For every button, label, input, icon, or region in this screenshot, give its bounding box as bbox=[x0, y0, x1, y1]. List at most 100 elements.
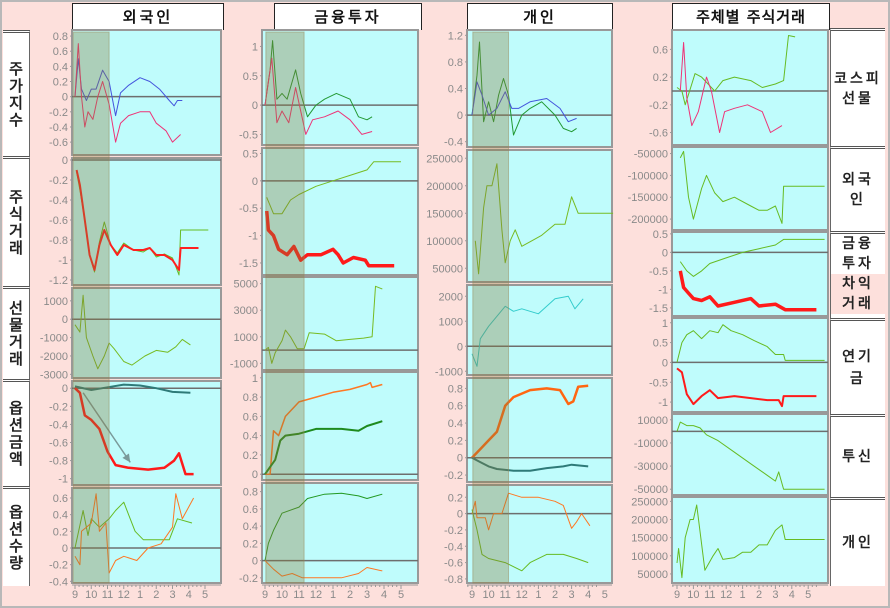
y-tick-label: -0.2 bbox=[49, 560, 68, 572]
x-tick-label: 2 bbox=[552, 589, 558, 601]
y-tick-label: -150000 bbox=[628, 192, 668, 204]
y-tick-label: 0.2 bbox=[448, 435, 463, 447]
series-line bbox=[676, 367, 817, 408]
x-tick-label: 2 bbox=[153, 589, 159, 601]
y-tick-label: 1 bbox=[252, 373, 258, 385]
series-line bbox=[264, 57, 373, 135]
row-label-option-quantity: 옵션수량 bbox=[3, 486, 30, 586]
y-tick-label: -0.6 bbox=[49, 437, 68, 449]
x-tick-label: 4 bbox=[585, 589, 591, 601]
y-tick-label: 0.4 bbox=[448, 418, 463, 430]
y-tick-label: 0.8 bbox=[243, 392, 258, 404]
y-tick-label: -50000 bbox=[634, 149, 668, 161]
row-label-text: 옵션금액 bbox=[6, 400, 25, 468]
row-label-stock-trading: 주식거래 bbox=[3, 156, 30, 286]
y-tick-label: 0.8 bbox=[448, 383, 463, 395]
y-tick-label: 0 bbox=[62, 383, 68, 395]
y-tick-label: -0.4 bbox=[444, 541, 463, 553]
y-tick-label: 50000 bbox=[637, 569, 668, 581]
plot-area bbox=[71, 29, 222, 156]
y-tick-label: -0.2 bbox=[239, 573, 258, 585]
y-tick-label: 150000 bbox=[631, 533, 668, 545]
y-tick-label: -0.2 bbox=[444, 470, 463, 482]
x-tick-label: 2 bbox=[756, 589, 762, 601]
y-tick-label: -1 bbox=[658, 284, 668, 296]
plot-area bbox=[261, 29, 419, 146]
right-label-line: 코스피 bbox=[834, 70, 882, 87]
y-tick-label: 0 bbox=[457, 110, 463, 122]
y-tick-label: -0.5 bbox=[239, 129, 258, 141]
row-label-option-amount: 옵션금액 bbox=[3, 379, 30, 486]
y-tick-label: 0.2 bbox=[653, 72, 668, 84]
y-tick-label: 0.8 bbox=[53, 31, 68, 43]
y-tick-label: 0.8 bbox=[243, 487, 258, 499]
y-tick-label: 0 bbox=[62, 155, 68, 167]
row-label-stock-index: 주가지수 bbox=[3, 30, 30, 156]
y-tick-label: 0.8 bbox=[448, 57, 463, 69]
x-tick-label: 12 bbox=[720, 589, 732, 601]
series-line bbox=[679, 238, 825, 277]
plot-area bbox=[71, 287, 222, 379]
y-tick-label: -0.6 bbox=[49, 137, 68, 149]
right-label-line: 금융 bbox=[842, 236, 874, 252]
highlight-period bbox=[472, 31, 510, 584]
plot-area bbox=[466, 284, 613, 376]
y-tick-label: -0.4 bbox=[49, 576, 68, 588]
y-tick-label: -0.2 bbox=[49, 107, 68, 119]
series-line bbox=[264, 210, 395, 268]
plot-area bbox=[671, 29, 829, 146]
y-tick-label: 3000 bbox=[234, 305, 258, 317]
y-tick-label: 250000 bbox=[631, 496, 668, 508]
series-line bbox=[74, 493, 195, 574]
column-header-individuals: 개인 bbox=[467, 3, 613, 30]
series-line bbox=[74, 58, 183, 117]
y-tick-label: -200000 bbox=[628, 214, 668, 226]
y-tick-label: -100000 bbox=[628, 170, 668, 182]
y-tick-label: -1000 bbox=[40, 333, 68, 345]
plot-area bbox=[671, 231, 829, 317]
y-tick-label: 0.5 bbox=[653, 338, 668, 350]
y-tick-label: -0.5 bbox=[649, 266, 668, 278]
y-tick-label: -0.5 bbox=[239, 203, 258, 215]
y-tick-label: 2000 bbox=[439, 291, 463, 303]
y-tick-label: -1 bbox=[248, 231, 258, 243]
series-line bbox=[471, 456, 589, 472]
x-tick-label: 10 bbox=[482, 589, 494, 601]
y-tick-label: 0.4 bbox=[53, 510, 68, 522]
x-tick-label: 5 bbox=[202, 589, 208, 601]
y-tick-label: -2000 bbox=[40, 351, 68, 363]
series-line bbox=[265, 381, 383, 475]
y-tick-label: 5000 bbox=[234, 279, 258, 291]
y-tick-label: 0.6 bbox=[653, 44, 668, 56]
plot-area bbox=[671, 146, 829, 231]
series-line bbox=[264, 560, 383, 579]
highlight-period bbox=[72, 31, 110, 584]
y-tick-label: 250000 bbox=[426, 153, 463, 165]
right-label-line: 인 bbox=[850, 192, 866, 208]
y-tick-label: -50000 bbox=[634, 484, 668, 496]
plot-area bbox=[71, 157, 222, 286]
x-tick-label: 12 bbox=[310, 589, 322, 601]
y-tick-label: 1000 bbox=[439, 316, 463, 328]
y-tick-label: 0.6 bbox=[448, 401, 463, 413]
row-label-text: 주가지수 bbox=[6, 60, 25, 129]
x-tick-label: 11 bbox=[293, 589, 304, 601]
series-line bbox=[264, 492, 383, 561]
y-tick-label: 0.6 bbox=[53, 493, 68, 505]
y-tick-label: -0.8 bbox=[444, 574, 463, 586]
right-label-kospi-futures: 코스피 선물 bbox=[830, 28, 885, 146]
x-tick-label: 3 bbox=[169, 589, 175, 601]
x-tick-label: 4 bbox=[186, 589, 192, 601]
series-line bbox=[266, 161, 401, 215]
y-tick-label: 0 bbox=[252, 100, 258, 112]
y-tick-label: 1000 bbox=[234, 332, 258, 344]
y-tick-label: 0 bbox=[252, 176, 258, 188]
series-line bbox=[74, 501, 193, 549]
y-tick-label: -1.5 bbox=[649, 303, 668, 315]
y-tick-label: -3000 bbox=[40, 369, 68, 381]
plot-area bbox=[261, 371, 419, 481]
y-tick-label: -1000 bbox=[230, 358, 258, 370]
y-tick-label: 0 bbox=[252, 556, 258, 568]
y-tick-label: -0.6 bbox=[649, 128, 668, 140]
